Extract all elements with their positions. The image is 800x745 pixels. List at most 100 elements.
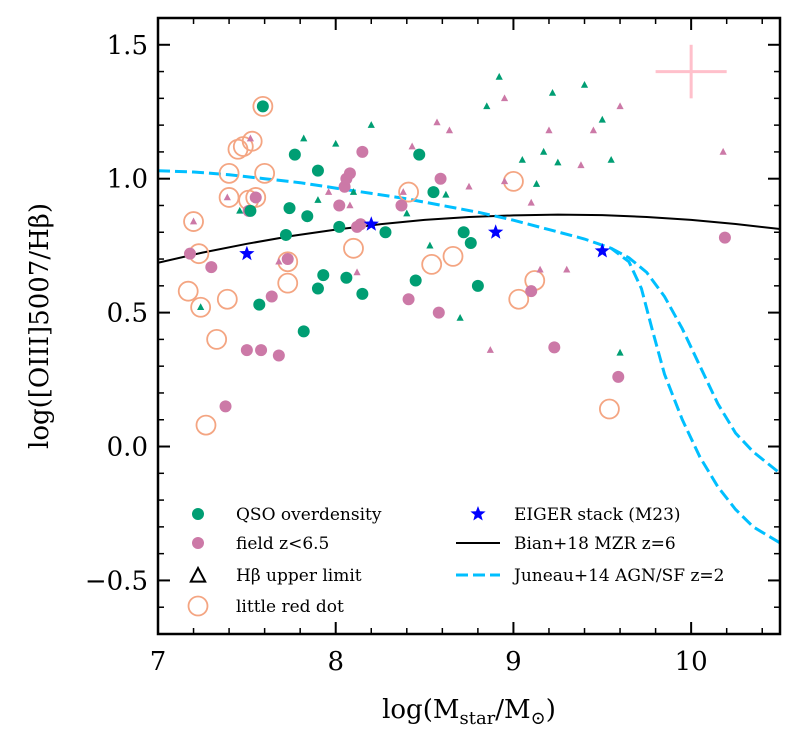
lrd-ring	[421, 253, 443, 275]
upper-limit-point	[349, 188, 358, 195]
field-point	[265, 290, 278, 303]
legend-marker-circle	[192, 508, 204, 520]
qso-point	[244, 204, 257, 217]
qso-point	[311, 164, 324, 177]
upper-limit-point	[545, 126, 553, 134]
field-point	[281, 253, 294, 266]
upper-limit-point	[616, 102, 624, 110]
legend-item: EIGER stack (M23)	[470, 505, 681, 525]
upper-limit-point	[465, 182, 473, 190]
legend-label: Bian+18 MZR z=6	[514, 534, 676, 554]
upper-limit-point	[554, 158, 562, 166]
legend-label: Juneau+14 AGN/SF z=2	[512, 566, 724, 586]
qso-point	[311, 282, 324, 295]
lrd-ring	[343, 237, 364, 259]
qso-point	[253, 298, 266, 311]
upper-limit-point	[456, 313, 464, 321]
field-point	[343, 167, 356, 180]
bian-mzr-line	[158, 213, 780, 264]
legend-label: little red dot	[236, 597, 344, 617]
upper-limit-point	[275, 257, 283, 265]
eiger-star	[488, 224, 504, 239]
upper-limit-point	[403, 209, 411, 217]
upper-limit-point	[246, 134, 255, 142]
x-tick-label: 7	[150, 647, 167, 677]
upper-limit-point	[399, 188, 407, 195]
lrd-ring	[277, 272, 299, 294]
y-tick-label: 1.0	[107, 165, 148, 195]
legend-item: little red dot	[187, 595, 344, 617]
qso-point	[288, 148, 301, 161]
field-point	[718, 231, 731, 244]
upper-limit-point	[483, 102, 491, 110]
upper-limit-point	[300, 134, 308, 142]
lrd-ring	[216, 288, 238, 310]
tick-labels: 7 8 9 10 −0.5 0.0 0.5 1.0 1.5	[85, 31, 708, 677]
field-point	[333, 199, 346, 212]
field-point	[525, 285, 538, 298]
field-point	[356, 145, 369, 158]
qso-point	[471, 279, 484, 292]
field-point	[432, 306, 445, 319]
upper-limit-point	[445, 126, 454, 134]
plot-area	[158, 44, 780, 545]
field-point	[249, 191, 262, 204]
lrd-ring	[195, 414, 217, 436]
lrd-ring	[177, 280, 199, 302]
legend-marker-star	[470, 506, 486, 521]
field-point	[240, 344, 253, 357]
upper-limit-point	[580, 80, 589, 88]
upper-limit-point	[518, 155, 526, 163]
field-point	[354, 218, 367, 231]
qso-point	[283, 202, 296, 215]
legend-label: EIGER stack (M23)	[514, 505, 681, 525]
y-tick-label: −0.5	[85, 566, 148, 596]
upper-limit-point	[500, 177, 509, 185]
juneau-line-lower	[610, 246, 780, 475]
lrd-ring	[245, 187, 267, 208]
field-point	[402, 293, 415, 306]
upper-limit-point	[223, 193, 231, 201]
qso-point	[333, 220, 346, 233]
qso-point	[279, 228, 292, 241]
upper-limit-point	[719, 147, 727, 155]
qso-point	[409, 274, 422, 287]
plot-frame	[156, 16, 782, 636]
upper-limit-point	[486, 346, 494, 353]
upper-limit-point	[408, 142, 416, 150]
field-point	[272, 349, 285, 362]
lrd-ring	[398, 181, 419, 203]
qso-point	[379, 226, 392, 239]
field-point	[205, 261, 218, 274]
upper-limit-point	[527, 198, 535, 206]
upper-limit-point	[367, 121, 375, 128]
y-tick-label: 0.5	[107, 299, 148, 329]
x-tick-label: 10	[675, 647, 708, 677]
field-point	[183, 247, 196, 260]
y-tick-label: 0.0	[107, 433, 148, 463]
legend-item: Juneau+14 AGN/SF z=2	[456, 566, 724, 586]
qso-point	[317, 269, 330, 282]
qso-point	[256, 100, 269, 113]
field-point	[612, 370, 625, 383]
upper-limit-point	[589, 126, 597, 134]
upper-limit-point	[540, 147, 548, 155]
lrd-ring	[252, 95, 274, 117]
upper-limit-point	[616, 348, 624, 356]
field-point	[219, 400, 232, 413]
legend-label: Hβ upper limit	[236, 566, 362, 586]
qso-point	[457, 226, 470, 239]
legend-marker-ring	[187, 595, 209, 617]
upper-limit-point	[346, 201, 354, 209]
upper-limit-point	[532, 180, 541, 187]
upper-limit-point	[332, 139, 340, 147]
legend-label: QSO overdensity	[236, 505, 382, 525]
upper-limit-point	[495, 72, 503, 80]
legend-item: Hβ upper limit	[189, 565, 362, 586]
upper-limit-point	[325, 188, 333, 195]
field-point	[434, 172, 447, 185]
upper-limit-point	[442, 190, 450, 198]
qso-point	[413, 148, 426, 161]
eiger-star	[239, 245, 255, 261]
qso-point	[356, 287, 369, 300]
